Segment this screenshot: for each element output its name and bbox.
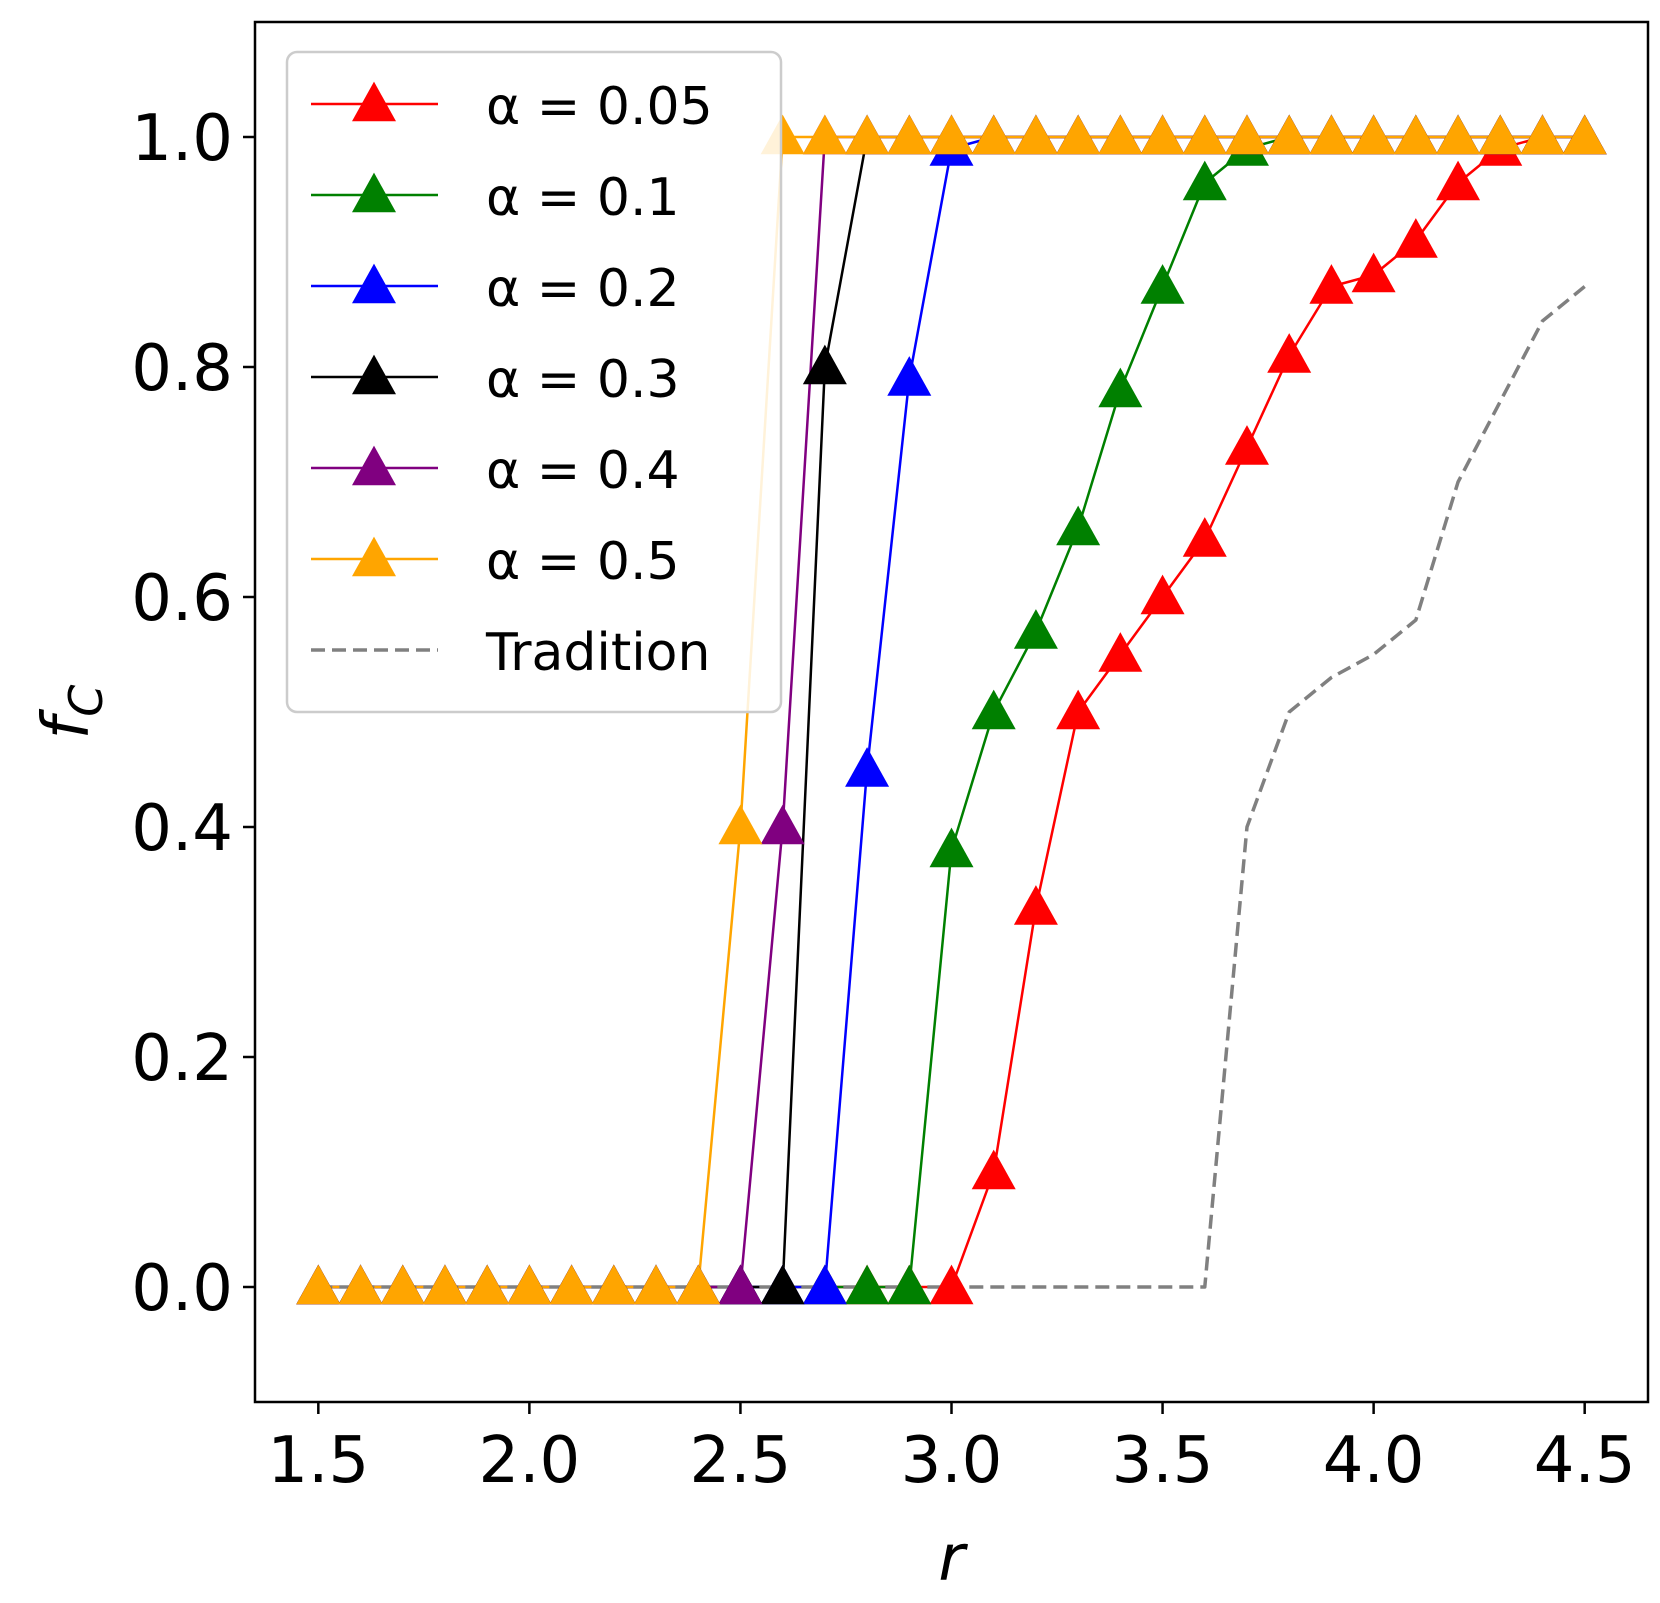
data-point-alpha-0-5 bbox=[929, 114, 974, 155]
data-point-alpha-0-4 bbox=[760, 804, 805, 845]
legend-marker-alpha-0-4 bbox=[352, 445, 396, 486]
data-point-alpha-0-5 bbox=[1056, 114, 1101, 155]
data-point-alpha-0-1 bbox=[887, 1264, 932, 1305]
data-point-alpha-0-05 bbox=[1182, 517, 1227, 557]
data-point-alpha-0-5 bbox=[802, 114, 847, 155]
data-point-alpha-0-5 bbox=[1393, 114, 1438, 155]
data-point-alpha-0-05 bbox=[1309, 264, 1354, 304]
legend-label-alpha-0-3: α = 0.3 bbox=[486, 350, 680, 410]
y-tick-label: 0.4 bbox=[131, 792, 233, 866]
x-axis: 1.5 2.0 2.5 3.0 3.5 4.0 4.5 bbox=[267, 1402, 1636, 1498]
data-point-alpha-0-5 bbox=[1562, 114, 1607, 155]
data-point-alpha-0-1 bbox=[1182, 160, 1227, 201]
data-point-alpha-0-05 bbox=[971, 1149, 1016, 1190]
data-point-alpha-0-5 bbox=[1351, 114, 1396, 155]
data-point-alpha-0-05 bbox=[1224, 425, 1269, 465]
data-point-alpha-0-5 bbox=[380, 1264, 425, 1305]
legend-label-alpha-0-1: α = 0.1 bbox=[486, 168, 680, 228]
legend-label-alpha-0-4: α = 0.4 bbox=[486, 441, 680, 501]
y-tick-label: 1.0 bbox=[131, 102, 233, 176]
legend-marker-alpha-0-1 bbox=[352, 172, 396, 213]
data-point-alpha-0-5 bbox=[1267, 114, 1312, 155]
legend-label-alpha-0-5: α = 0.5 bbox=[486, 532, 680, 592]
data-point-alpha-0-05 bbox=[1267, 333, 1312, 373]
plot-markers bbox=[296, 114, 1607, 1305]
data-point-alpha-0-5 bbox=[887, 114, 932, 155]
data-point-alpha-0-5 bbox=[1224, 114, 1269, 155]
data-point-alpha-0-5 bbox=[549, 1264, 594, 1305]
data-point-alpha-0-5 bbox=[718, 804, 763, 845]
x-tick-label: 2.0 bbox=[478, 1424, 580, 1498]
data-point-alpha-0-1 bbox=[845, 1264, 890, 1305]
x-tick-label: 4.5 bbox=[1534, 1424, 1636, 1498]
data-point-alpha-0-3 bbox=[760, 1264, 805, 1305]
legend-label-alpha-0-05: α = 0.05 bbox=[486, 77, 713, 137]
x-tick-label: 4.0 bbox=[1323, 1424, 1425, 1498]
x-tick-label: 1.5 bbox=[267, 1424, 369, 1498]
x-axis-label: r bbox=[938, 1522, 968, 1596]
data-point-alpha-0-5 bbox=[1182, 114, 1227, 155]
legend-label-tradition: Tradition bbox=[485, 623, 710, 683]
y-axis: 0.0 0.2 0.4 0.6 0.8 1.0 bbox=[131, 102, 255, 1326]
data-point-alpha-0-05 bbox=[1351, 252, 1396, 293]
x-tick-label: 2.5 bbox=[690, 1424, 792, 1498]
data-point-alpha-0-5 bbox=[1140, 114, 1185, 155]
data-point-alpha-0-5 bbox=[971, 114, 1016, 155]
data-point-alpha-0-2 bbox=[845, 747, 890, 787]
data-point-alpha-0-4 bbox=[718, 1264, 763, 1305]
data-point-alpha-0-05 bbox=[1013, 885, 1058, 925]
data-point-alpha-0-1 bbox=[1098, 367, 1143, 408]
data-point-alpha-0-5 bbox=[634, 1264, 679, 1305]
data-point-alpha-0-1 bbox=[1140, 264, 1185, 304]
legend-box bbox=[285, 50, 783, 714]
legend-marker-alpha-0-5 bbox=[352, 536, 396, 577]
data-point-alpha-0-05 bbox=[929, 1264, 974, 1305]
data-point-alpha-0-3 bbox=[802, 344, 847, 385]
data-point-alpha-0-1 bbox=[929, 827, 974, 868]
data-point-alpha-0-5 bbox=[1520, 114, 1565, 155]
y-axis-label: fC bbox=[30, 685, 113, 740]
data-point-alpha-0-5 bbox=[1436, 114, 1481, 155]
data-point-alpha-0-5 bbox=[845, 114, 890, 155]
data-point-alpha-0-5 bbox=[465, 1264, 510, 1305]
data-point-alpha-0-05 bbox=[1393, 218, 1438, 258]
y-tick-label: 0.0 bbox=[131, 1252, 233, 1326]
data-point-alpha-0-05 bbox=[1436, 160, 1481, 201]
data-point-alpha-0-5 bbox=[338, 1264, 383, 1305]
data-point-alpha-0-5 bbox=[1098, 114, 1143, 155]
data-point-alpha-0-2 bbox=[802, 1264, 847, 1305]
data-point-alpha-0-1 bbox=[971, 689, 1016, 730]
legend-marker-alpha-0-3 bbox=[352, 354, 396, 395]
data-point-alpha-0-05 bbox=[1140, 574, 1185, 615]
data-point-alpha-0-05 bbox=[1056, 689, 1101, 730]
data-point-alpha-0-1 bbox=[1056, 505, 1101, 546]
legend-label-alpha-0-2: α = 0.2 bbox=[486, 259, 680, 319]
data-point-alpha-0-5 bbox=[296, 1264, 341, 1305]
x-tick-label: 3.0 bbox=[901, 1424, 1003, 1498]
data-point-alpha-0-2 bbox=[887, 356, 932, 396]
legend: α = 0.05 α = 0.1 α = 0.2 α = 0.3 α = 0.4 α = … bbox=[285, 50, 783, 714]
data-point-alpha-0-5 bbox=[591, 1264, 636, 1305]
data-point-alpha-0-5 bbox=[1309, 114, 1354, 155]
data-point-alpha-0-05 bbox=[1098, 632, 1143, 672]
data-point-alpha-0-5 bbox=[676, 1264, 721, 1305]
legend-marker-alpha-0-05 bbox=[352, 81, 396, 122]
legend-marker-alpha-0-2 bbox=[352, 263, 396, 304]
x-tick-label: 3.5 bbox=[1112, 1424, 1214, 1498]
data-point-alpha-0-5 bbox=[422, 1264, 467, 1305]
data-point-alpha-0-5 bbox=[1478, 114, 1523, 155]
y-tick-label: 0.2 bbox=[131, 1022, 233, 1096]
y-tick-label: 0.8 bbox=[131, 332, 233, 406]
y-tick-label: 0.6 bbox=[131, 562, 233, 636]
data-point-alpha-0-1 bbox=[1013, 609, 1058, 649]
data-point-alpha-0-5 bbox=[507, 1264, 552, 1305]
data-point-alpha-0-5 bbox=[1013, 114, 1058, 155]
